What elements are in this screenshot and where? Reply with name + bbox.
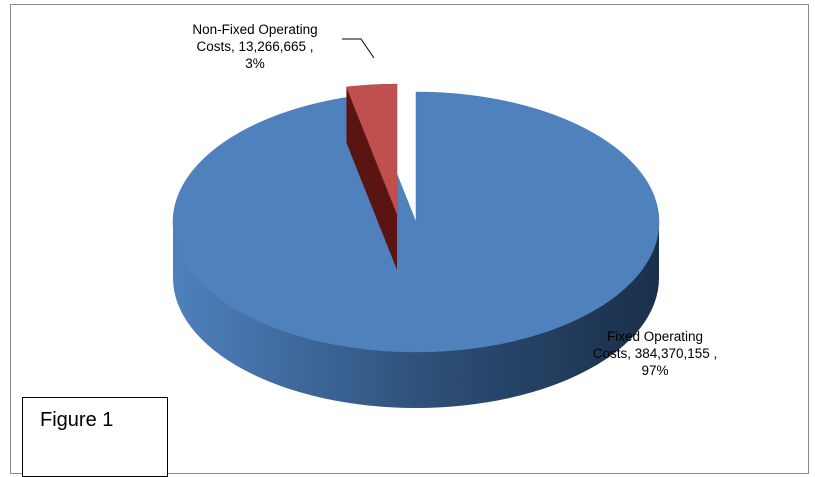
pie-chart: [172, 38, 660, 408]
data-label-fixed-operating-costs: Fixed Operating Costs, 384,370,155 , 97%: [592, 329, 718, 378]
pie-slice-fixed: [172, 91, 660, 408]
slice-top-face: [346, 83, 398, 215]
slice-top-face: [172, 91, 660, 353]
figure-caption: Figure 1: [40, 409, 114, 431]
slice-side-wall: [173, 222, 659, 408]
figure-caption-box: Figure 1: [22, 397, 168, 477]
slice-cut-face: [346, 86, 397, 271]
leader-line-non-fixed: [342, 38, 375, 59]
data-label-non-fixed-operating-costs: Non-Fixed Operating Costs, 13,266,665 , …: [192, 22, 318, 71]
pie-slice-non-fixed: [346, 83, 398, 271]
